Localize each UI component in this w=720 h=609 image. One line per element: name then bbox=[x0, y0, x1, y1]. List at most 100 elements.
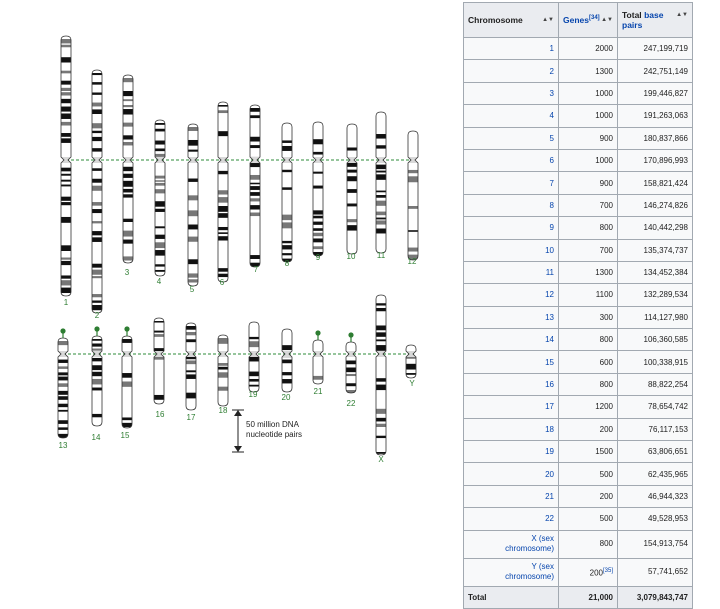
table-header-row: Chromosome ▲▼ Genes[34] ▲▼ Total base pa… bbox=[463, 2, 693, 38]
chromosome-7 bbox=[249, 104, 261, 268]
chromosome-cell[interactable]: 21 bbox=[463, 484, 559, 509]
total-genes: 21,000 bbox=[558, 585, 618, 609]
genes-cell: 2000 bbox=[558, 36, 618, 61]
chromosome-cell[interactable]: 14 bbox=[463, 328, 559, 352]
genes-link[interactable]: Genes bbox=[563, 15, 589, 25]
chromosome-cell[interactable]: X (sex chromosome) bbox=[463, 529, 559, 559]
chromosome-cell[interactable]: 15 bbox=[463, 350, 559, 374]
base-pairs-cell: 63,806,651 bbox=[617, 440, 693, 464]
genes-cell: 300 bbox=[558, 305, 618, 330]
chromosome-18 bbox=[217, 334, 229, 407]
chromosome-x bbox=[375, 294, 387, 456]
sort-icon[interactable]: ▲▼ bbox=[601, 17, 613, 23]
chromosome-cell[interactable]: 19 bbox=[463, 440, 559, 464]
table-row: 20 500 62,435,965 bbox=[463, 462, 693, 486]
chromosome-cell[interactable]: 12 bbox=[463, 283, 559, 307]
sort-icon[interactable]: ▲▼ bbox=[676, 12, 688, 18]
chromosome-16 bbox=[153, 317, 165, 405]
base-pairs-cell: 132,289,534 bbox=[617, 283, 693, 307]
chromosome-cell[interactable]: 4 bbox=[463, 104, 559, 128]
genes-cell: 1000 bbox=[558, 104, 618, 128]
chromosome-cell[interactable]: 2 bbox=[463, 59, 559, 83]
base-pairs-cell: 46,944,323 bbox=[617, 484, 693, 509]
base-pairs-cell: 78,654,742 bbox=[617, 395, 693, 419]
chromosome-21 bbox=[312, 330, 324, 385]
chromosome-15 bbox=[121, 326, 133, 429]
genes-cell: 900 bbox=[558, 171, 618, 195]
satellite-icon bbox=[60, 328, 66, 334]
total-label: Total bbox=[463, 585, 559, 609]
chromosome-cell[interactable]: 6 bbox=[463, 148, 559, 173]
sort-icon[interactable]: ▲▼ bbox=[542, 17, 554, 23]
genes-cell: 800 bbox=[558, 216, 618, 240]
table-row: 13 300 114,127,980 bbox=[463, 305, 693, 330]
base-pairs-cell: 76,117,153 bbox=[617, 417, 693, 442]
genes-cell: 800 bbox=[558, 372, 618, 397]
chromosome-cell[interactable]: 1 bbox=[463, 36, 559, 61]
reference-link[interactable]: [34] bbox=[589, 15, 600, 22]
satellite-icon bbox=[348, 332, 354, 338]
base-pairs-cell: 140,442,298 bbox=[617, 216, 693, 240]
column-header-total-base-pairs[interactable]: Total base pairs ▲▼ bbox=[617, 2, 693, 38]
chromosome-label: 17 bbox=[187, 413, 196, 422]
genes-cell: 900 bbox=[558, 126, 618, 150]
base-pairs-cell: 106,360,585 bbox=[617, 328, 693, 352]
table-row: 9 800 140,442,298 bbox=[463, 216, 693, 240]
chromosome-12 bbox=[407, 130, 419, 261]
base-pairs-link[interactable]: base bbox=[644, 10, 664, 20]
chromosome-cell[interactable]: 10 bbox=[463, 238, 559, 262]
chromosome-label: 15 bbox=[121, 431, 130, 440]
chromosome-5 bbox=[187, 123, 199, 287]
chromosome-10 bbox=[346, 123, 358, 255]
column-header-chromosome[interactable]: Chromosome ▲▼ bbox=[463, 2, 559, 38]
table-row: 7 900 158,821,424 bbox=[463, 171, 693, 195]
chromosome-cell[interactable]: 7 bbox=[463, 171, 559, 195]
chromosome-cell[interactable]: 16 bbox=[463, 372, 559, 397]
chromosome-cell[interactable]: 20 bbox=[463, 462, 559, 486]
chromosome-14 bbox=[91, 326, 103, 427]
chromosome-2 bbox=[91, 69, 103, 314]
table-row: 16 800 88,822,254 bbox=[463, 372, 693, 397]
chromosome-cell[interactable]: 11 bbox=[463, 260, 559, 285]
chromosome-cell[interactable]: 22 bbox=[463, 507, 559, 531]
chromosome-13 bbox=[57, 328, 69, 439]
chromosome-cell[interactable]: 8 bbox=[463, 193, 559, 218]
chromosome-label: 16 bbox=[156, 410, 165, 419]
column-header-genes[interactable]: Genes[34] ▲▼ bbox=[558, 2, 618, 38]
chromosome-label: 18 bbox=[219, 406, 228, 415]
genes-cell: 700 bbox=[558, 193, 618, 218]
karyotype-figure: 1 2 3 4 5 6 7 8 9 10 11 12 13 14 15 16 17 18 19 20 21 22 X Y 50… bbox=[57, 35, 419, 464]
base-pairs-cell: 180,837,866 bbox=[617, 126, 693, 150]
genes-cell: 800 bbox=[558, 328, 618, 352]
base-pairs-link-line2[interactable]: pairs bbox=[622, 20, 643, 30]
chromosome-label: 9 bbox=[316, 253, 321, 262]
genes-cell: 1300 bbox=[558, 59, 618, 83]
chromosome-9 bbox=[312, 121, 324, 257]
chromosome-1 bbox=[60, 35, 72, 297]
base-pairs-cell: 114,127,980 bbox=[617, 305, 693, 330]
chromosome-cell[interactable]: 17 bbox=[463, 395, 559, 419]
table-row-y: Y (sex chromosome) 200[35] 57,741,652 bbox=[463, 557, 693, 587]
base-pairs-cell: 242,751,149 bbox=[617, 59, 693, 83]
chromosome-17 bbox=[185, 322, 197, 411]
chromosome-cell[interactable]: 3 bbox=[463, 81, 559, 106]
chromosome-label: 8 bbox=[285, 259, 290, 268]
chromosome-label: 12 bbox=[408, 257, 417, 266]
chromosome-cell[interactable]: 5 bbox=[463, 126, 559, 150]
chromosome-label: 22 bbox=[347, 399, 356, 408]
reference-link[interactable]: [35] bbox=[602, 567, 613, 574]
chromosome-cell[interactable]: Y (sex chromosome) bbox=[463, 557, 559, 587]
table-row: 3 1000 199,446,827 bbox=[463, 81, 693, 106]
chromosome-cell[interactable]: 13 bbox=[463, 305, 559, 330]
chromosome-label: X bbox=[378, 455, 384, 464]
chromosome-label: 19 bbox=[249, 390, 258, 399]
base-pairs-cell: 57,741,652 bbox=[617, 557, 693, 587]
chromosome-label: 13 bbox=[59, 441, 68, 450]
genes-cell: 800 bbox=[558, 529, 618, 559]
satellite-icon bbox=[124, 326, 130, 332]
chromosome-cell[interactable]: 9 bbox=[463, 216, 559, 240]
table-row: 19 1500 63,806,651 bbox=[463, 440, 693, 464]
genes-cell: 1500 bbox=[558, 440, 618, 464]
chromosome-cell[interactable]: 18 bbox=[463, 417, 559, 442]
chromosome-table: Chromosome ▲▼ Genes[34] ▲▼ Total base pa… bbox=[463, 2, 693, 609]
